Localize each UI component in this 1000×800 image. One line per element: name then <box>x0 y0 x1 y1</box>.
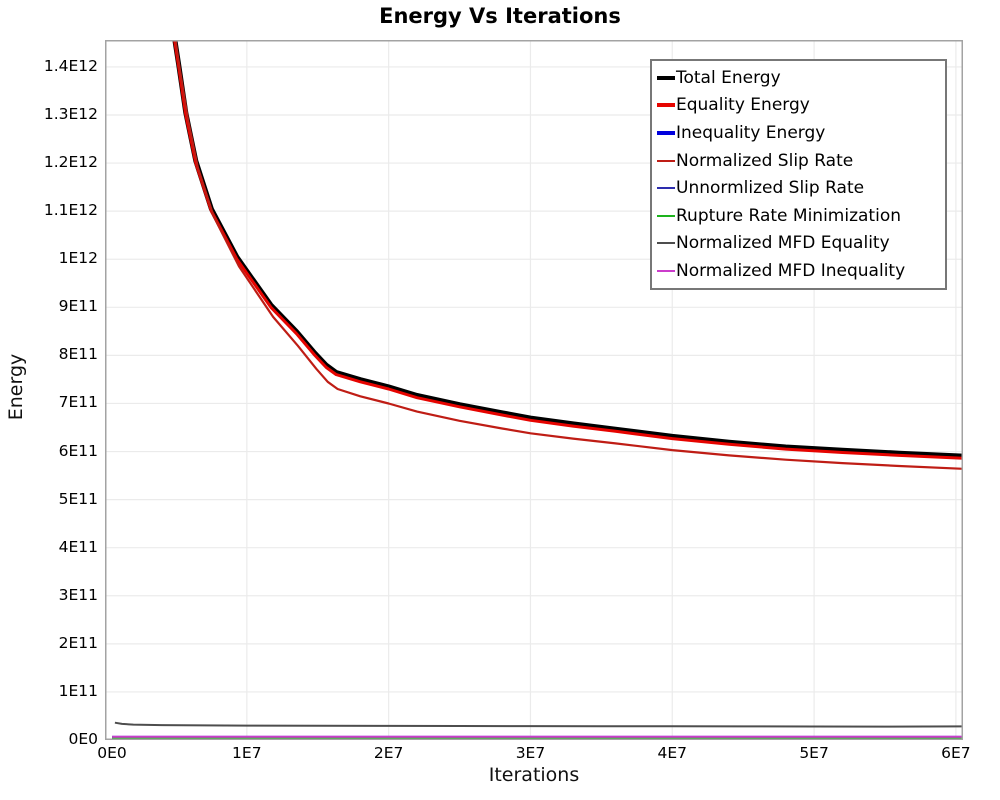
y-tick-label: 0E0 <box>68 730 98 748</box>
legend-line-swatch <box>657 103 675 108</box>
plot-border <box>105 40 963 740</box>
legend-line-swatch <box>657 130 675 135</box>
y-tick-label: 4E11 <box>58 537 98 556</box>
legend-row: Normalized MFD Inequality <box>657 257 941 285</box>
x-tick-label: 6E7 <box>941 744 971 762</box>
y-tick-label: 9E11 <box>58 297 98 316</box>
chart-title: Energy Vs Iterations <box>379 4 621 28</box>
legend-label: Unnormlized Slip Rate <box>676 178 865 199</box>
y-tick-label: 7E11 <box>58 393 98 412</box>
y-tick-label: 1.1E12 <box>43 201 98 220</box>
legend-row: Total Energy <box>657 64 941 92</box>
y-tick-label: 1.2E12 <box>43 153 98 172</box>
legend-line-swatch <box>657 242 675 245</box>
y-tick-label: 8E11 <box>58 345 98 364</box>
y-tick-label: 1E11 <box>58 681 98 700</box>
y-tick-label: 5E11 <box>58 489 98 508</box>
y-tick-label: 6E11 <box>58 441 98 460</box>
legend-row: Rupture Rate Minimization <box>657 202 941 230</box>
legend-line-swatch <box>657 187 675 190</box>
legend-line-swatch <box>657 269 675 272</box>
legend-label: Normalized MFD Inequality <box>676 260 906 281</box>
y-tick-label: 3E11 <box>58 585 98 604</box>
legend-label: Equality Energy <box>676 95 810 116</box>
legend-label: Normalized Slip Rate <box>676 150 854 171</box>
x-tick-label: 0E0 <box>97 744 127 762</box>
legend-label: Total Energy <box>676 67 781 88</box>
x-tick-label: 2E7 <box>373 744 404 762</box>
y-tick-label: 1.4E12 <box>43 56 98 75</box>
x-tick-label: 4E7 <box>657 744 688 762</box>
legend-label: Normalized MFD Equality <box>676 233 890 254</box>
x-tick-label: 3E7 <box>515 744 546 762</box>
series-line-normalized-mfd-equality <box>114 721 963 728</box>
plot-area <box>105 40 963 740</box>
x-tick-label: 1E7 <box>232 744 262 762</box>
y-tick-label: 1.3E12 <box>43 105 98 123</box>
x-tick-label: 5E7 <box>799 744 829 762</box>
legend-row: Normalized Slip Rate <box>657 147 941 175</box>
legend-line-swatch <box>657 159 675 162</box>
legend-row: Equality Energy <box>657 92 941 120</box>
legend-row: Unnormlized Slip Rate <box>657 174 941 202</box>
y-tick-label: 1E12 <box>58 249 98 268</box>
legend-label: Rupture Rate Minimization <box>676 205 901 226</box>
legend-box: Total Energy Equality Energy Inequality En… <box>650 59 947 290</box>
legend-line-swatch <box>657 214 675 217</box>
legend-label: Inequality Energy <box>676 122 826 143</box>
legend-row: Normalized MFD Equality <box>657 230 941 258</box>
plot-canvas <box>105 40 963 740</box>
series-line-normalized-slip-rate <box>174 40 963 470</box>
legend-line-swatch <box>657 75 675 80</box>
x-axis-title: Iterations <box>488 764 580 786</box>
legend-row: Inequality Energy <box>657 119 941 147</box>
y-tick-label: 2E11 <box>58 633 98 652</box>
